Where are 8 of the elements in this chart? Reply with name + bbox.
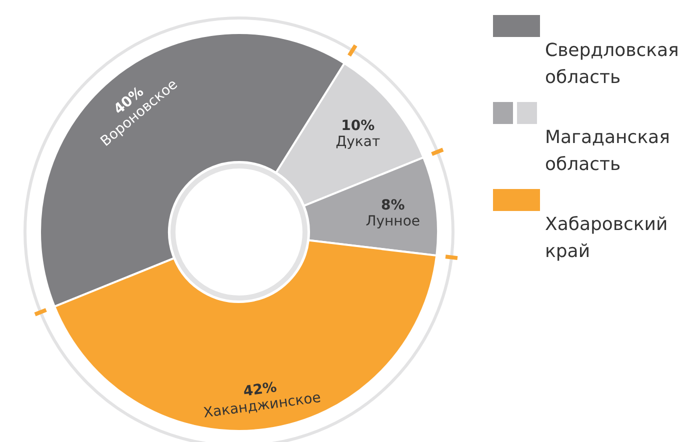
data-label: 42% (242, 380, 278, 400)
text: Хабаровский край (545, 214, 668, 262)
slice-label: Лунное (366, 213, 420, 230)
text: Свердловская область (545, 40, 679, 88)
data-label: 8% (380, 197, 405, 214)
text: Магаданская область (545, 127, 670, 175)
data-label: 10% (341, 118, 375, 134)
slice-label: Дукат (336, 134, 380, 150)
